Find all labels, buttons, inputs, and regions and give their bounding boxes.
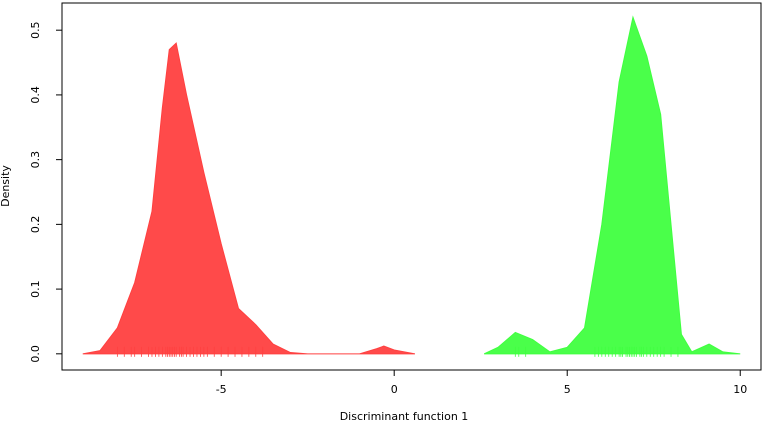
- y-tick-label: 0.5: [29, 21, 42, 39]
- x-axis-label: Discriminant function 1: [340, 410, 469, 423]
- y-tick-label: 0.4: [29, 86, 42, 104]
- x-tick-label: 0: [391, 383, 398, 396]
- x-tick-label: 5: [564, 383, 571, 396]
- y-tick-label: 0.1: [29, 280, 42, 298]
- y-axis-label: Density: [0, 165, 12, 207]
- y-tick-label: 0.2: [29, 216, 42, 234]
- density-area: [483, 15, 741, 355]
- y-tick-label: 0.3: [29, 151, 42, 169]
- x-tick-label: 10: [733, 383, 747, 396]
- x-tick-label: -5: [216, 383, 227, 396]
- y-tick-label: 0.0: [29, 345, 42, 363]
- density-area: [82, 42, 416, 355]
